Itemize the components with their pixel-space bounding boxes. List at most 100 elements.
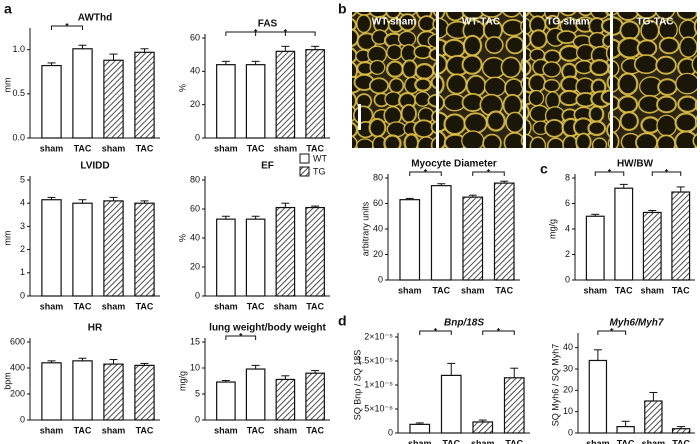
y-tick-label: 0 (388, 427, 393, 437)
cell-outline (654, 12, 676, 20)
bar (430, 185, 452, 281)
bar (503, 377, 525, 434)
error-bar (447, 362, 456, 376)
cell-outline (352, 47, 358, 64)
y-tick-label: 8 (565, 172, 570, 182)
y-tick-label: 60 (190, 32, 200, 42)
error-bar (109, 196, 118, 201)
cell-outline (432, 12, 436, 17)
cell-outline (445, 12, 466, 22)
y-tick-label: 10 (190, 362, 200, 372)
x-tick-label: sham (583, 285, 607, 295)
bar (614, 187, 634, 281)
bar (275, 378, 296, 421)
x-tick-label: sham (214, 143, 238, 153)
bar (642, 211, 662, 281)
significance-label: * (434, 326, 438, 336)
cell-outline (678, 36, 697, 59)
chart-title: lung weight/body weight (209, 323, 326, 334)
cell-outline (427, 33, 436, 49)
cell-outline (613, 130, 620, 148)
cell-outline (528, 89, 545, 107)
cell-outline (613, 115, 621, 134)
cell-outline (465, 74, 487, 97)
cell-outline (413, 44, 433, 60)
significance-bracket (51, 25, 83, 30)
y-tick-label: 2 (20, 244, 25, 254)
y-axis-label: % (177, 84, 187, 92)
x-tick-label: sham (40, 301, 64, 311)
error-bar (251, 60, 260, 65)
x-tick-label: sham (40, 425, 64, 435)
chart-title: AWThd (78, 13, 112, 24)
micrograph: WT-TAC (439, 12, 523, 148)
bar (305, 49, 325, 139)
error-bar (510, 367, 519, 378)
x-tick-label: TAC (306, 143, 324, 153)
bar (472, 421, 494, 434)
cell-outline (587, 120, 607, 137)
error-bar (593, 349, 602, 361)
cells (613, 12, 697, 148)
cell-outline (606, 122, 610, 138)
y-tick-label: 0 (195, 414, 200, 424)
significance-bracket (409, 171, 442, 176)
cell-outline (397, 30, 417, 47)
cell-outline (656, 134, 677, 148)
error-bar (281, 375, 290, 380)
cell-outline (427, 93, 436, 108)
chart-title: HW/BW (617, 159, 654, 170)
x-tick-label: TAC (247, 143, 265, 153)
cell-outline (369, 59, 386, 75)
y-tick-label: 0 (195, 132, 200, 142)
cell-outline (439, 74, 445, 95)
error-bar (221, 379, 230, 383)
micrograph: TG-sham (526, 12, 610, 166)
y-tick-label: 5 (20, 174, 25, 184)
cell-outline (461, 54, 483, 75)
error-bar (311, 45, 320, 50)
y-tick-label: 80 (190, 174, 200, 184)
x-tick-label: sham (40, 143, 64, 153)
cell-outline (588, 105, 605, 123)
y-tick-label: 40 (190, 66, 200, 76)
bar (644, 400, 663, 434)
x-tick-label: TAC (672, 285, 690, 295)
error-bar (478, 419, 487, 422)
cell-outline (368, 12, 388, 19)
cell-outline (368, 117, 387, 138)
chart-title: Myocyte Diameter (411, 159, 497, 170)
chart-title: EF (261, 161, 274, 172)
cell-outline (463, 112, 488, 134)
cell-outline (605, 44, 610, 62)
x-tick-label: TAC (247, 301, 265, 311)
x-tick-label: TAC (74, 425, 92, 435)
cell-outline (542, 61, 562, 78)
cell-outline (352, 92, 357, 110)
cell-outline (500, 56, 522, 79)
significance-label: * (610, 326, 614, 336)
y-tick-label: 40 (563, 342, 573, 352)
y-axis-label: bpm (2, 372, 12, 390)
cell-outline (480, 12, 503, 18)
x-tick-label: sham (102, 301, 126, 311)
significance-label: * (424, 167, 428, 177)
panel-label: c (540, 161, 548, 177)
cell-outline (547, 153, 564, 166)
bar (72, 48, 93, 139)
y-tick-label: 0 (568, 427, 573, 437)
error-bar (437, 183, 446, 186)
cell-outline (526, 12, 530, 17)
cell-outline (658, 36, 680, 55)
error-bar (221, 60, 230, 65)
y-tick-label: 400 (10, 362, 25, 372)
cell-outline (462, 34, 483, 57)
error-bar (591, 213, 600, 217)
cell-outline (358, 151, 373, 164)
significance-bracket (482, 330, 515, 335)
cell-outline (592, 151, 610, 166)
chart-title: Bnp/18S (444, 318, 484, 329)
bar (409, 423, 431, 434)
cell-outline (483, 76, 507, 97)
cell-outline (430, 120, 436, 134)
